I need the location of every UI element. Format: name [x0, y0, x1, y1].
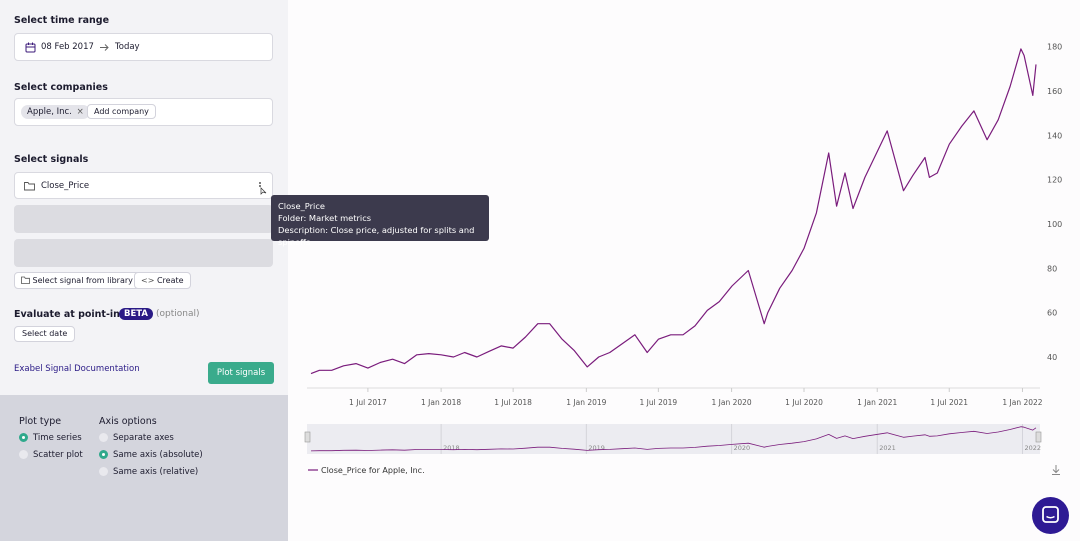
signal-placeholder	[14, 205, 273, 233]
company-selector: Apple, Inc. × Add company	[14, 98, 273, 126]
navigator-label: 2020	[734, 444, 751, 452]
navigator-label: 2022	[1024, 444, 1041, 452]
chat-button[interactable]	[1032, 497, 1069, 534]
create-button[interactable]: <> Create	[134, 272, 191, 289]
plot-options-panel	[0, 395, 288, 541]
option-label: Same axis (relative)	[113, 467, 199, 477]
radio-option[interactable]: Time series	[19, 433, 83, 443]
x-tick-label: 1 Jul 2020	[785, 398, 823, 407]
option-label: Same axis (absolute)	[113, 450, 203, 460]
library-button[interactable]: Select signal from library	[14, 272, 140, 289]
section-label: Plot type	[19, 416, 62, 427]
beta-badge: BETA	[119, 308, 154, 320]
navigator-label: 2021	[879, 444, 896, 452]
signal-row[interactable]: Close_Price	[14, 172, 273, 199]
company-chip[interactable]: Apple, Inc. ×	[21, 105, 90, 119]
navigator-label: 2019	[588, 444, 605, 452]
x-tick-label: 1 Jul 2017	[349, 398, 387, 407]
navigator-line	[310, 426, 1037, 452]
radio-button	[19, 450, 28, 459]
arrow-icon	[100, 44, 109, 51]
section-label: Evaluate at point-in-time	[14, 309, 149, 320]
y-tick-label: 160	[1047, 87, 1062, 96]
signal-placeholder	[14, 239, 273, 267]
select-date-button[interactable]: Select date	[14, 326, 76, 342]
option-label: Scatter plot	[33, 450, 83, 460]
x-tick-label: 1 Jan 2019	[566, 398, 606, 407]
radio-option[interactable]: Separate axes	[99, 433, 203, 443]
x-tick-label: 1 Jan 2022	[1002, 398, 1042, 407]
axis-options: Separate axes Same axis (absolute) Same ax…	[99, 433, 203, 484]
x-tick-label: 1 Jul 2021	[930, 398, 968, 407]
legend-label: Close_Price for Apple, Inc.	[321, 466, 425, 475]
download-icon[interactable]	[1050, 464, 1062, 476]
navigator-handle	[304, 431, 311, 443]
date-range-picker[interactable]: 08 Feb 2017 Today	[14, 33, 273, 61]
navigator-handle	[1035, 431, 1042, 443]
y-tick-label: 100	[1047, 220, 1062, 229]
option-label: Time series	[33, 433, 82, 443]
chat-icon	[1042, 506, 1059, 523]
tooltip-description: Description: Close price, adjusted for s…	[278, 225, 475, 247]
radio-button	[19, 433, 28, 442]
folder-icon	[24, 182, 35, 191]
y-tick-label: 60	[1047, 309, 1057, 318]
radio-option[interactable]: Scatter plot	[19, 450, 83, 460]
optional-label: (optional)	[156, 309, 200, 319]
navigator-label: 2018	[443, 444, 460, 452]
radio-button	[99, 467, 108, 476]
folder-icon	[21, 276, 30, 284]
company-name: Apple, Inc.	[27, 107, 72, 117]
radio-button	[99, 433, 108, 442]
button-label: Create	[156, 276, 184, 285]
x-tick-label: 1 Jan 2021	[857, 398, 897, 407]
radio-button	[99, 450, 108, 459]
radio-option[interactable]: Same axis (relative)	[99, 467, 203, 477]
option-label: Separate axes	[113, 433, 174, 443]
calendar-icon	[25, 42, 36, 53]
add-company-button[interactable]: Add company	[87, 104, 156, 119]
signal-name: Close_Price	[41, 181, 90, 191]
y-tick-label: 80	[1047, 264, 1057, 273]
x-tick-label: 1 Jan 2018	[421, 398, 461, 407]
section-label: Select signals	[14, 154, 89, 165]
y-tick-label: 140	[1047, 131, 1062, 140]
x-tick-label: 1 Jul 2019	[640, 398, 678, 407]
y-tick-label: 180	[1047, 43, 1062, 52]
tooltip-title: Close_Price	[278, 201, 325, 211]
radio-option[interactable]: Same axis (absolute)	[99, 450, 203, 460]
button-label: Select signal from library	[32, 276, 133, 285]
doc-link[interactable]: Exabel Signal Documentation	[14, 364, 140, 374]
x-tick-label: 1 Jan 2020	[711, 398, 751, 407]
section-label: Select time range	[14, 15, 110, 26]
y-tick-label: 40	[1047, 353, 1057, 362]
navigator[interactable]	[307, 424, 1040, 454]
more-icon[interactable]	[257, 181, 267, 195]
end-date: Today	[115, 42, 140, 52]
plot-button[interactable]: Plot signals	[208, 362, 274, 384]
x-tick-label: 1 Jul 2018	[494, 398, 532, 407]
tooltip: Close_Price Folder: Market metrics Descr…	[271, 195, 489, 247]
section-label: Axis options	[99, 416, 157, 427]
section-label: Select companies	[14, 82, 108, 93]
start-date: 08 Feb 2017	[41, 42, 94, 52]
y-tick-label: 120	[1047, 176, 1062, 185]
plot-type-options: Time series Scatter plot	[19, 433, 83, 467]
tooltip-folder: Folder: Market metrics	[278, 213, 372, 223]
